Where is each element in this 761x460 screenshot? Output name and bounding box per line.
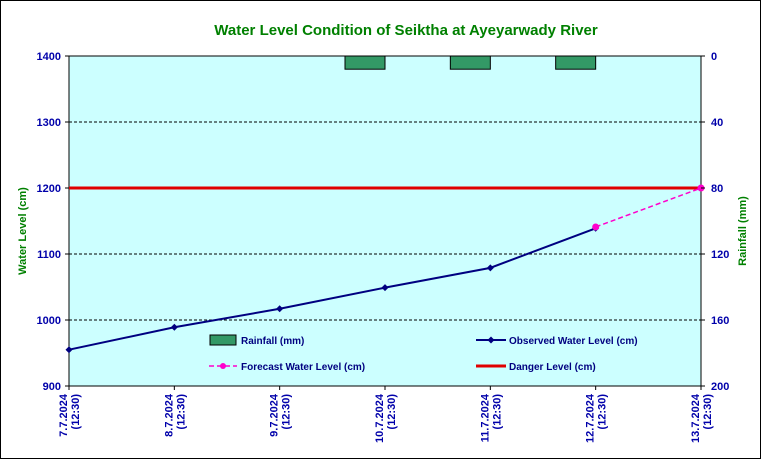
y2-tick-label: 40	[711, 117, 723, 129]
x-tick-time: (12:30)	[281, 394, 293, 430]
y-tick-label: 1100	[37, 249, 61, 261]
observed-point	[276, 305, 284, 313]
observed-line	[68, 227, 597, 351]
forecast-line	[595, 187, 702, 228]
y2-tick-label: 0	[711, 51, 717, 63]
x-tick-time: (12:30)	[702, 394, 714, 430]
x-tick-date: 13.7.2024	[690, 393, 702, 443]
observed-point	[381, 284, 389, 292]
observed-point	[65, 346, 73, 354]
rainfall-bars	[344, 55, 597, 70]
observed-point	[170, 323, 178, 331]
x-tick-date: 10.7.2024	[374, 393, 386, 443]
x-axis-ticks: 7.7.2024 (12:30) 8.7.2024 (12:30) 9.7.2024 (1…	[58, 386, 714, 443]
plot-area	[68, 55, 702, 387]
legend-rainfall-swatch	[209, 334, 237, 346]
forecast-point	[592, 223, 600, 231]
legend-rainfall-label: Rainfall (mm)	[241, 336, 304, 347]
y2-axis-label: Rainfall (mm)	[737, 196, 749, 266]
x-tick-date: 11.7.2024	[479, 393, 491, 442]
x-tick-date: 7.7.2024	[58, 393, 70, 437]
rainfall-bar	[449, 55, 491, 70]
x-tick-label: 13.7.2024 (12:30)	[690, 393, 714, 443]
x-tick-label: 9.7.2024 (12:30)	[269, 393, 293, 437]
x-tick-time: (12:30)	[597, 394, 609, 430]
observed-series	[65, 224, 600, 354]
y-tick-label: 1200	[37, 183, 61, 195]
x-tick-date: 12.7.2024	[585, 393, 597, 443]
x-tick-time: (12:30)	[70, 394, 82, 430]
y2-tick-label: 200	[711, 381, 729, 393]
legend-danger-label: Danger Level (cm)	[509, 362, 596, 373]
chart-title: Water Level Condition of Seiktha at Ayey…	[214, 22, 598, 39]
y-axis-ticks: 900 1000 1100 1200 1300 1400	[37, 51, 69, 393]
x-tick-time: (12:30)	[175, 394, 187, 430]
x-tick-label: 8.7.2024 (12:30)	[163, 393, 187, 437]
x-tick-date: 8.7.2024	[163, 393, 175, 437]
y2-tick-label: 160	[711, 315, 729, 327]
y-tick-label: 1400	[37, 51, 61, 63]
x-tick-date: 9.7.2024	[269, 393, 281, 437]
x-tick-label: 10.7.2024 (12:30)	[374, 393, 398, 443]
x-tick-label: 7.7.2024 (12:30)	[58, 393, 82, 437]
legend-observed-marker	[487, 336, 495, 344]
x-tick-label: 12.7.2024 (12:30)	[585, 393, 609, 443]
x-tick-time: (12:30)	[491, 394, 503, 430]
y-tick-label: 1000	[37, 315, 61, 327]
y2-tick-label: 120	[711, 249, 729, 261]
legend-forecast-label: Forecast Water Level (cm)	[241, 362, 365, 373]
y-tick-label: 900	[43, 381, 61, 393]
observed-point	[486, 264, 494, 272]
rainfall-bar	[344, 55, 386, 70]
y2-axis-ticks: 0 40 80 120 160 200	[701, 51, 729, 393]
legend-forecast-marker	[220, 363, 226, 369]
rainfall-bar	[555, 55, 597, 70]
legend: Rainfall (mm) Observed Water Level (cm) Fo…	[209, 334, 638, 373]
legend-observed-label: Observed Water Level (cm)	[509, 336, 638, 347]
y-tick-label: 1300	[37, 117, 61, 129]
y2-tick-label: 80	[711, 183, 723, 195]
x-tick-label: 11.7.2024 (12:30)	[479, 393, 503, 442]
forecast-series	[592, 184, 705, 231]
x-tick-time: (12:30)	[386, 394, 398, 430]
y-axis-label: Water Level (cm)	[17, 187, 29, 275]
